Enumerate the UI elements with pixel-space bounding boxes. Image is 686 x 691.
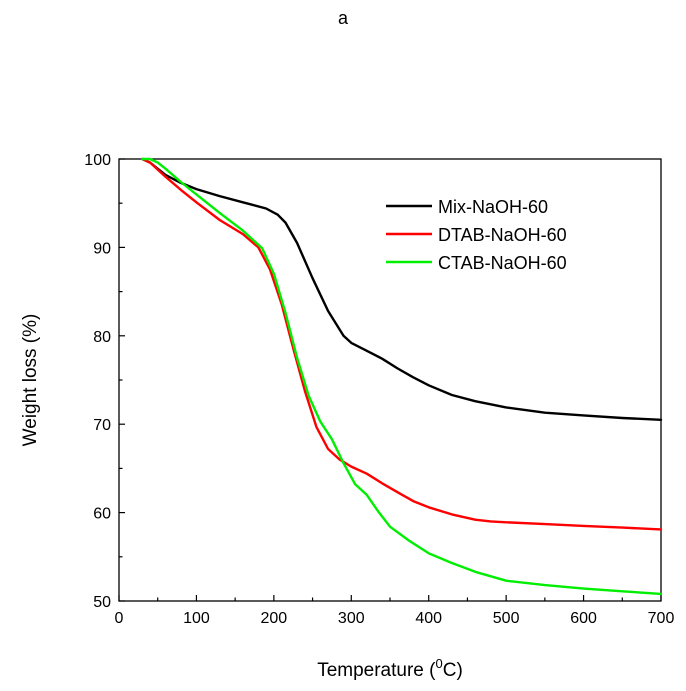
legend-label: Mix-NaOH-60	[438, 197, 548, 217]
x-axis-ticks: 0 100 200 300 400 500 600 700	[115, 595, 675, 627]
legend: Mix-NaOH-60 DTAB-NaOH-60 CTAB-NaOH-60	[386, 197, 567, 273]
x-tick-label: 0	[115, 610, 124, 627]
series-lines	[140, 157, 663, 596]
x-tick-label: 600	[570, 610, 597, 627]
series-line	[140, 157, 663, 421]
x-tick-label: 200	[261, 610, 288, 627]
x-tick-label: 500	[493, 610, 520, 627]
x-axis-title-main: Temperature (	[317, 660, 436, 681]
plot-border	[118, 158, 662, 602]
legend-label: DTAB-NaOH-60	[438, 225, 567, 245]
y-tick-label: 90	[93, 240, 111, 257]
x-axis-title: Temperature (0C)	[317, 656, 463, 681]
x-axis-title-superscript: 0	[435, 656, 442, 671]
plot-frame	[118, 158, 662, 602]
y-tick-label: 70	[93, 417, 111, 434]
x-tick-label: 400	[415, 610, 442, 627]
y-axis-title: Weight loss (%)	[20, 314, 41, 447]
x-tick-label: 700	[648, 610, 675, 627]
y-axis-ticks: 50 60 70 80 90 100	[84, 152, 125, 611]
y-tick-label: 50	[93, 594, 111, 611]
series-line	[140, 157, 663, 531]
legend-label: CTAB-NaOH-60	[438, 253, 567, 273]
x-tick-label: 300	[338, 610, 365, 627]
y-tick-label: 60	[93, 506, 111, 523]
x-axis-title-suffix: C)	[443, 660, 463, 681]
y-tick-label: 80	[93, 329, 111, 346]
x-tick-label: 100	[183, 610, 210, 627]
series-line	[140, 157, 663, 596]
panel-label: a	[337, 8, 348, 28]
y-tick-label: 100	[84, 152, 111, 169]
